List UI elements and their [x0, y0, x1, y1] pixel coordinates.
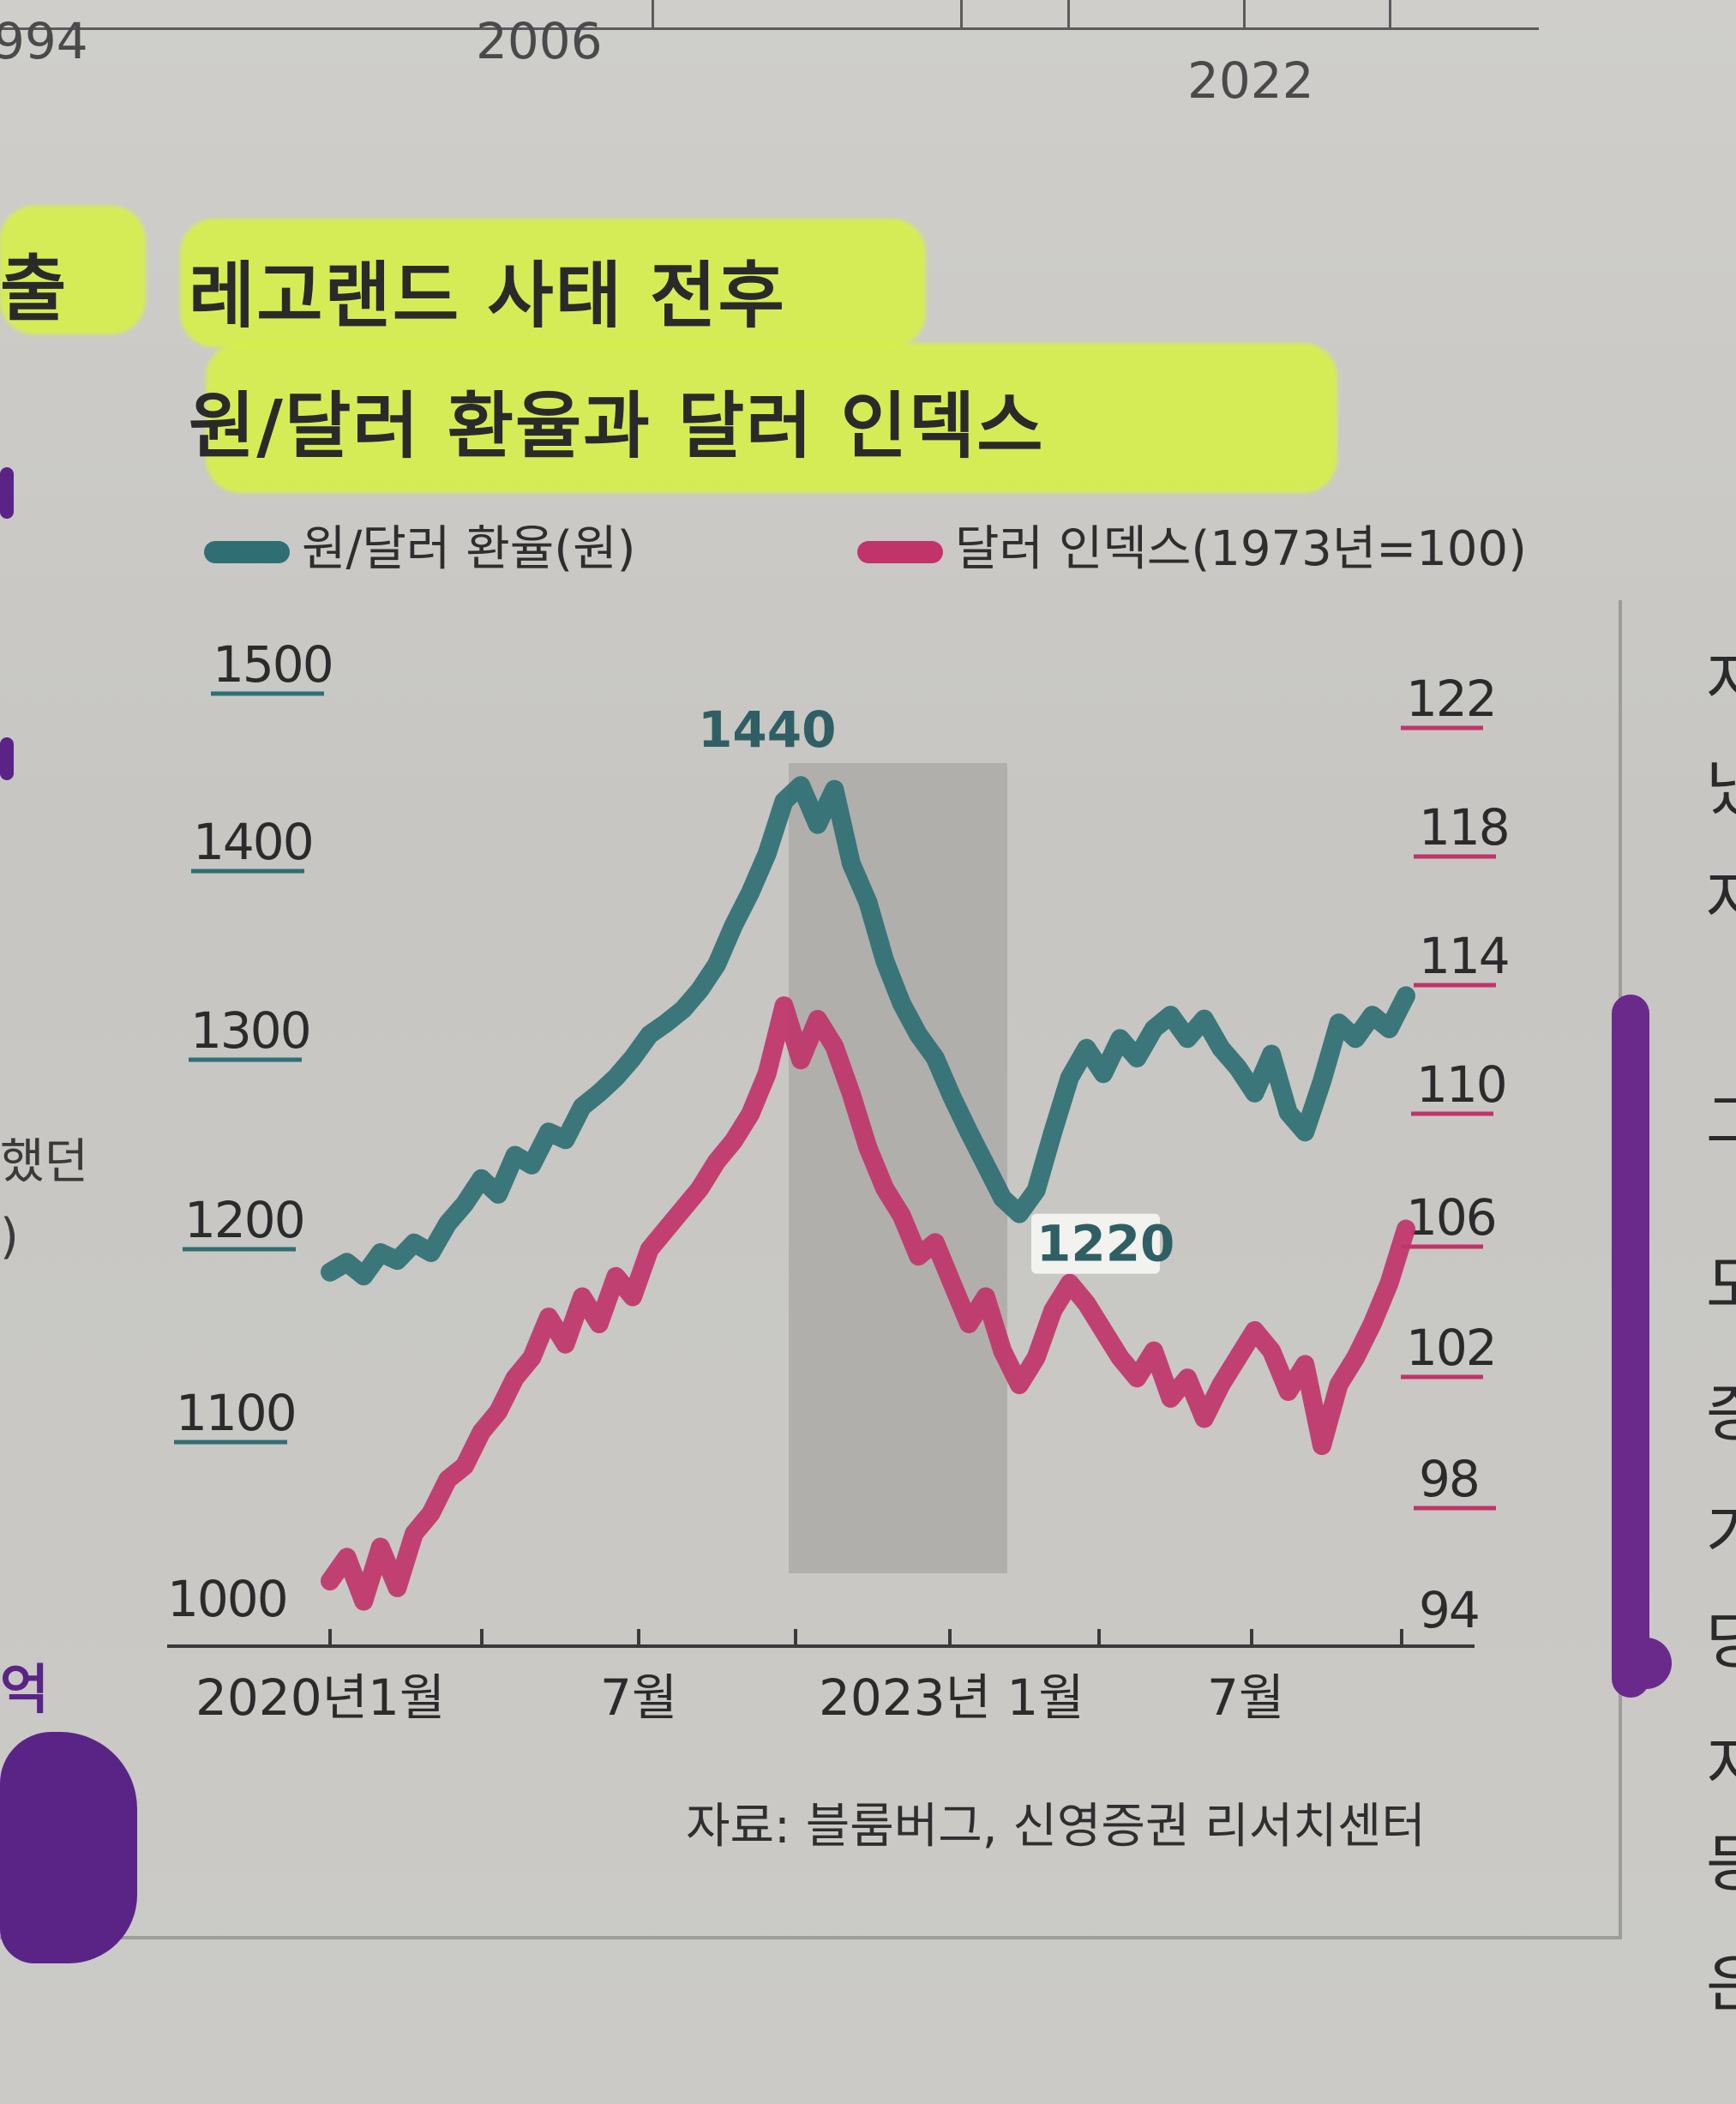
- highlighter-mark: [206, 343, 1337, 493]
- left-axis-tick-label: 1300: [190, 1001, 310, 1060]
- left-column-fragment: 출: [0, 247, 67, 331]
- right-axis-tick-label: 118: [1419, 798, 1509, 857]
- left-axis-tick-label: 1200: [184, 1191, 304, 1249]
- legend-label: 원/달러 환율(원): [302, 521, 636, 577]
- year-label: 994: [0, 12, 88, 70]
- left-column-fragment: 억: [0, 1658, 50, 1721]
- year-label: 2006: [476, 12, 603, 70]
- x-tick-label: 2020년1월: [195, 1668, 445, 1727]
- right-column-fragment: 도: [1706, 1249, 1736, 1321]
- chart-source: 자료: 블룸버그, 신영증권 리서치센터: [686, 1799, 1426, 1855]
- axis-tick: [652, 0, 654, 29]
- handwritten-bracket-mark: [1612, 995, 1649, 1698]
- marker-dot: [0, 737, 14, 780]
- handwritten-marker-scribble: [0, 1732, 137, 1963]
- right-column-fragment: 가: [1706, 1498, 1736, 1570]
- handwritten-bracket-mark: [1620, 1638, 1672, 1689]
- left-axis-tick-label: 1500: [213, 635, 333, 694]
- annotation-trough-label: 1220: [1036, 1215, 1174, 1273]
- axis-tick: [1067, 0, 1070, 29]
- chart-box-border: [0, 1936, 1622, 1939]
- series-line-dollar-index: [321, 996, 1415, 1611]
- legend-item-krw: 원/달러 환율(원): [204, 510, 635, 580]
- marker-dot: [0, 467, 14, 519]
- right-axis-tick-label: 122: [1406, 670, 1496, 728]
- chart-title-line-2: 원/달러 환율과 달러 인덱스: [189, 384, 1045, 468]
- axis-tick: [1243, 0, 1246, 29]
- previous-chart-axis: [0, 0, 1543, 120]
- right-column-fragment: 저: [1706, 645, 1736, 717]
- axis-tick: [960, 0, 963, 29]
- left-column-fragment: ): [0, 1209, 19, 1265]
- legend-item-dxy: 달러 인덱스(1973년=100): [857, 510, 1527, 580]
- left-axis-tick-label: 1000: [167, 1570, 287, 1628]
- right-column-fragment: 증: [1706, 1378, 1736, 1450]
- right-axis-tick-label: 98: [1419, 1450, 1479, 1508]
- x-tick-label: 7월: [600, 1668, 677, 1727]
- axis-line: [0, 27, 1539, 30]
- right-axis-tick-label: 106: [1406, 1188, 1496, 1247]
- right-column-fragment: 은: [1706, 1948, 1736, 2020]
- legend-swatch-pink: [857, 540, 943, 563]
- right-axis-tick-label: 110: [1416, 1055, 1506, 1114]
- shaded-period-band: [789, 763, 1007, 1573]
- right-axis-tick-label: 94: [1419, 1581, 1479, 1639]
- right-column-fragment: 지: [1706, 1729, 1736, 1801]
- year-label: 2022: [1187, 51, 1314, 110]
- x-tick-label: 7월: [1207, 1668, 1284, 1727]
- legend-swatch-teal: [204, 540, 290, 563]
- right-axis-tick-label: 114: [1419, 927, 1509, 985]
- axis-tick: [1389, 0, 1391, 29]
- annotation-label-background: [1030, 1213, 1160, 1274]
- highlighter-mark: [180, 219, 926, 347]
- right-column-fragment: 그: [1706, 1086, 1736, 1158]
- right-column-fragment: 등: [1706, 1828, 1736, 1900]
- left-axis-tick-label: 1100: [176, 1384, 296, 1442]
- right-column-fragment: 당: [1706, 1605, 1736, 1677]
- legend-label: 달러 인덱스(1973년=100): [955, 521, 1527, 577]
- right-column-fragment: 자: [1706, 863, 1736, 935]
- series-line-krw-usd: [321, 776, 1415, 1286]
- left-axis-tick-label: 1400: [193, 813, 313, 871]
- right-column-fragment: 냈: [1706, 752, 1736, 824]
- annotation-peak-label: 1440: [698, 700, 836, 759]
- left-column-fragment: 했던: [0, 1134, 89, 1190]
- highlighter-mark: [0, 206, 146, 334]
- right-axis-tick-label: 102: [1406, 1319, 1496, 1377]
- chart-title-line-1: 레고랜드 사태 전후: [189, 254, 786, 338]
- x-tick-label: 2023년 1월: [819, 1668, 1084, 1727]
